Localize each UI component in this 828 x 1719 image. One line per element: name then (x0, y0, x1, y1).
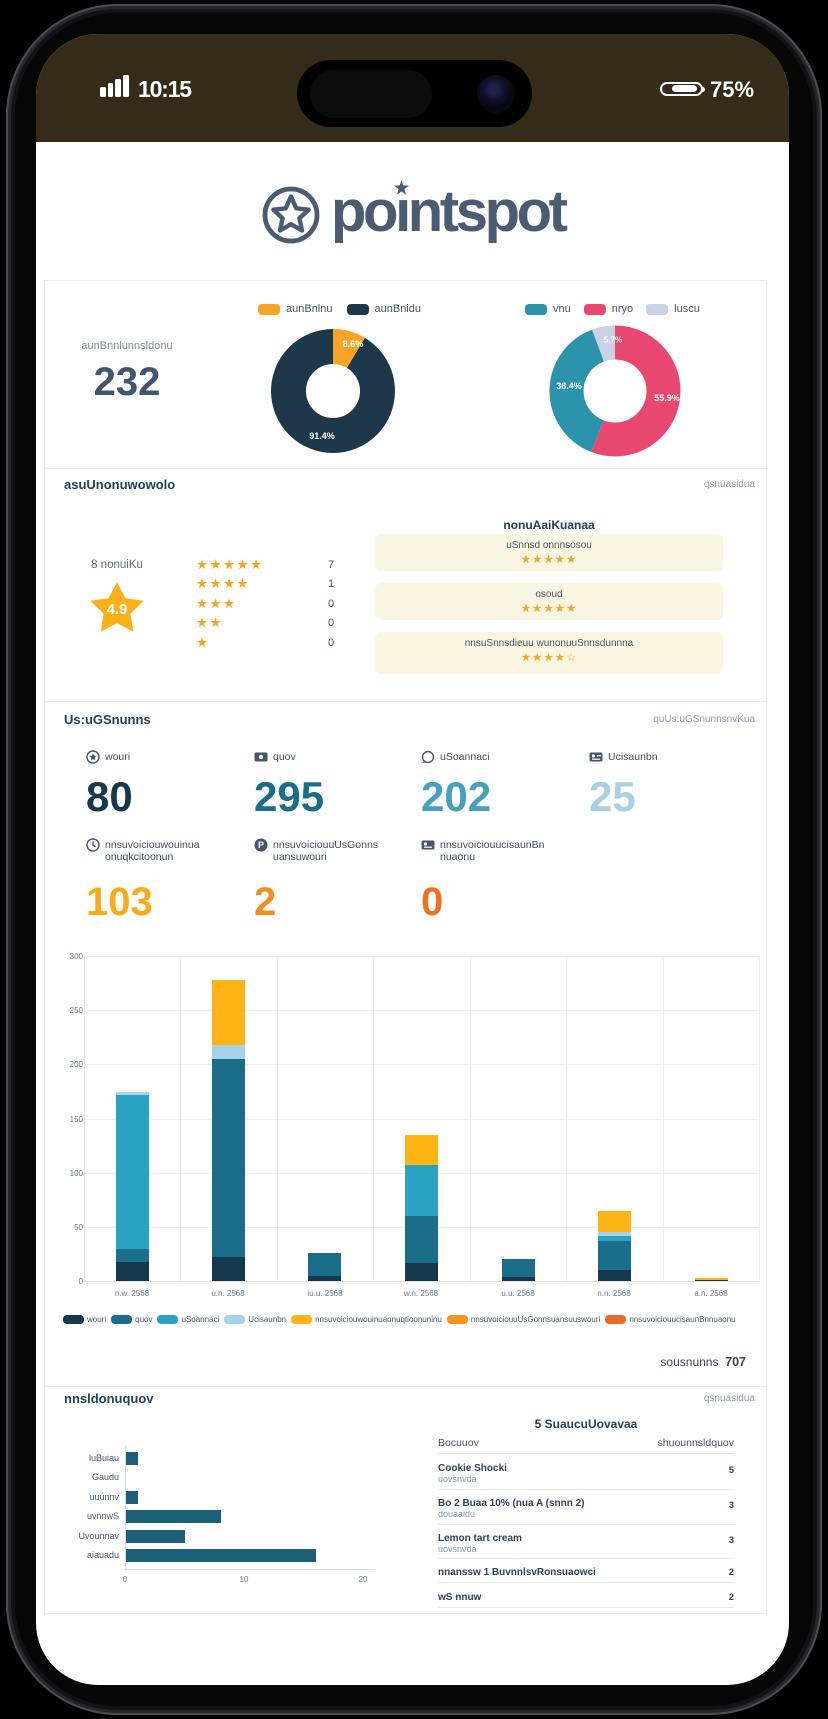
svg-text:4.9: 4.9 (107, 601, 128, 618)
svg-text:P: P (258, 840, 264, 850)
